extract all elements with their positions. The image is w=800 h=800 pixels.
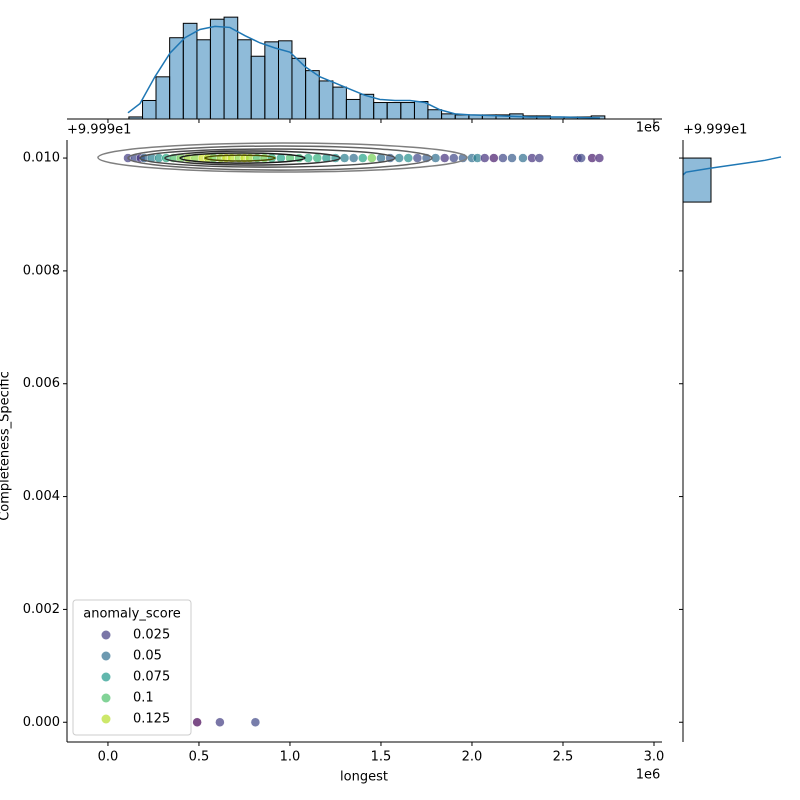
kde-line [127,25,600,119]
legend-marker [101,672,111,682]
scatter-point [498,153,508,163]
histogram-bar [682,157,712,203]
kde-contour [139,148,396,168]
scatter-point [576,153,586,163]
x-axis-label: longest [340,770,388,785]
kde-contour [204,154,276,162]
scatter-point [507,153,517,163]
histogram-bar [413,101,429,120]
scatter-point [367,153,377,163]
histogram-bar [441,113,456,120]
legend-label: 0.125 [133,712,170,727]
histogram-bar [386,102,402,120]
legend-marker [101,651,111,661]
scatter-point [339,153,350,163]
histogram-bar [373,102,388,120]
scatter-point [250,717,261,728]
y-tick-label: 0.000 [23,715,60,730]
x-tick-label: 0.0 [98,750,119,765]
right-y-offset-label: +9.999e1 [683,123,747,138]
scatter-point [192,717,202,728]
histogram-bar [359,93,375,120]
histogram-bar [142,99,157,120]
scatter-point [479,153,490,163]
histogram-bar [332,86,347,120]
scatter-point [518,153,528,163]
x-tick-label: 0.5 [189,750,210,765]
scatter-point [439,153,450,163]
x-offset-label: 1e6 [636,768,661,783]
histogram-bar [264,41,279,120]
top-x-offset-label: 1e6 [636,121,661,136]
legend-label: 0.025 [133,628,170,643]
kde-contour [97,142,468,173]
y-tick-label: 0.002 [23,602,60,617]
histogram-bar [427,109,443,120]
scatter-point [312,153,323,163]
y-axis-label: Completeness_Specific [0,371,13,521]
scatter-point [489,153,499,163]
scatter-point [394,153,404,163]
histogram-bar [169,37,184,120]
histogram-bar [209,18,225,120]
legend-title: anomaly_score [83,607,181,622]
scatter-point [412,153,423,163]
y-offset-label: +9.999e1 [67,123,131,138]
scatter-point [449,153,459,163]
x-tick-label: 2.5 [553,750,574,765]
histogram-bar [237,39,252,120]
histogram-bar [250,55,266,120]
scatter-point [594,153,605,163]
x-tick-label: 1.0 [280,750,301,765]
histogram-bar [400,102,415,120]
scatter-point [403,153,414,163]
y-tick-label: 0.004 [23,489,60,504]
y-tick-label: 0.006 [23,376,60,391]
histogram-bar [155,76,171,120]
x-tick-label: 1.5 [371,750,392,765]
histogram-bar [223,16,239,120]
x-tick-label: 2.0 [462,750,483,765]
legend-label: 0.1 [133,691,154,706]
legend-marker [101,693,111,703]
scatter-point [534,153,545,163]
scatter-point [215,717,225,728]
x-tick-label: 3.0 [644,750,665,765]
histogram-bar [454,114,470,120]
scatter-point [348,153,359,163]
kde-contour [164,150,341,166]
kde-contour [179,152,306,164]
kde-line [682,156,782,176]
histogram-bar [305,70,320,120]
histogram-bar [345,98,361,120]
legend-label: 0.075 [133,670,170,685]
y-tick-label: 0.008 [23,263,60,278]
legend-marker [101,630,111,640]
y-tick-label: 0.010 [23,151,60,166]
histogram-bar [291,57,307,120]
legend-marker [101,714,111,724]
histogram-bar [196,39,211,120]
kde-contour [127,145,433,171]
scatter-point [358,153,368,163]
legend-label: 0.05 [133,649,162,664]
histogram-bar [318,80,334,120]
